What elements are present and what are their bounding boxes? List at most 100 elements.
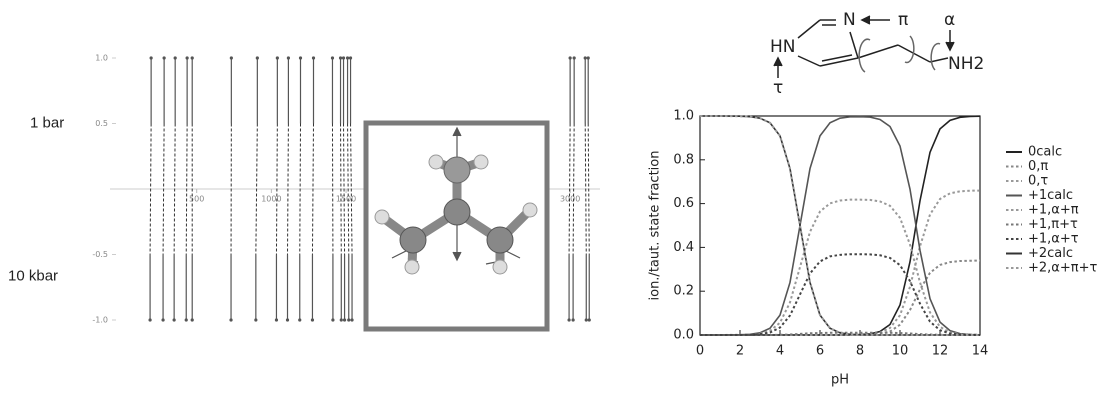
- stick-end: [573, 56, 576, 59]
- connector: [312, 124, 313, 255]
- series-line: [700, 116, 980, 335]
- connector: [186, 124, 187, 255]
- stick-end: [230, 56, 233, 59]
- x-tick-label: 0: [696, 344, 704, 359]
- x-tick-label: 3000: [560, 195, 580, 204]
- plot-frame: [700, 116, 980, 335]
- stick-end: [174, 56, 177, 59]
- x-tick-label: 14: [972, 344, 989, 359]
- stick-end: [161, 318, 164, 321]
- x-axis-label: pH: [831, 373, 849, 388]
- stick-end: [275, 318, 278, 321]
- connector: [276, 124, 277, 255]
- stick-end: [191, 318, 194, 321]
- stick-end: [254, 318, 257, 321]
- connector: [588, 124, 589, 255]
- y-axis-label: ion./taut. state fraction: [648, 151, 663, 301]
- stick-end: [346, 56, 349, 59]
- stick-end: [311, 318, 314, 321]
- stick-end: [150, 56, 153, 59]
- y-tick-label: 0.2: [673, 284, 694, 299]
- stick-end: [331, 56, 334, 59]
- figure: 1.00.5-0.5-1.05001000150030001 bar10 kba…: [0, 0, 1118, 392]
- connector: [348, 124, 349, 255]
- y-tick-label: 0.8: [673, 152, 694, 167]
- stick-end: [185, 318, 188, 321]
- stick-end: [572, 318, 575, 321]
- stick-end: [299, 56, 302, 59]
- series-line: [700, 254, 980, 335]
- series-label: 1 bar: [30, 114, 64, 131]
- structure-label: N: [843, 10, 856, 30]
- y-tick-label: -1.0: [92, 316, 108, 325]
- legend-label: 0,τ: [1028, 174, 1048, 189]
- series-line: [700, 191, 980, 335]
- y-tick-label: 0.5: [95, 119, 108, 128]
- stick-end: [191, 56, 194, 59]
- connector: [569, 124, 570, 255]
- stick-end: [287, 56, 290, 59]
- stick-end: [585, 318, 588, 321]
- stick-end: [587, 56, 590, 59]
- structure-label: NH2: [948, 54, 984, 74]
- connector: [585, 124, 586, 255]
- x-tick-label: 500: [189, 195, 204, 204]
- structure-label: π: [898, 10, 908, 30]
- y-tick-label: -0.5: [92, 250, 108, 259]
- series-line: [700, 116, 980, 335]
- connector: [163, 124, 164, 255]
- legend-label: 0calc: [1028, 145, 1062, 160]
- legend-label: 0,π: [1028, 159, 1048, 174]
- y-tick-label: 0.6: [673, 196, 694, 211]
- connector: [150, 124, 151, 255]
- structure-label: HN: [770, 37, 796, 57]
- stick-end: [286, 318, 289, 321]
- stick-end: [567, 318, 570, 321]
- legend-label: +1,α+π: [1028, 203, 1079, 218]
- stick-end: [276, 56, 279, 59]
- stick-end: [342, 56, 345, 59]
- stick-end: [256, 56, 259, 59]
- stick-end: [584, 56, 587, 59]
- x-tick-label: 6: [816, 344, 824, 359]
- stick-end: [331, 318, 334, 321]
- connector: [300, 124, 301, 255]
- stick-end: [173, 318, 176, 321]
- stick-end: [588, 318, 591, 321]
- stick-end: [350, 318, 353, 321]
- x-tick-label: 1000: [261, 195, 281, 204]
- stick-end: [312, 56, 315, 59]
- structure-bonds: [774, 16, 954, 78]
- connector: [344, 124, 345, 255]
- y-tick-label: 1.0: [673, 109, 694, 124]
- stick-end: [229, 318, 232, 321]
- y-tick-label: 0.4: [673, 240, 694, 255]
- molecule-inset: [366, 123, 547, 329]
- connector: [288, 124, 289, 255]
- stick-end: [339, 56, 342, 59]
- series-line: [700, 116, 980, 335]
- stick-end: [569, 56, 572, 59]
- x-tick-label: 12: [932, 344, 949, 359]
- stick-end: [148, 318, 151, 321]
- legend-label: +1,α+τ: [1028, 232, 1079, 247]
- stick-end: [186, 56, 189, 59]
- connector: [174, 124, 175, 255]
- x-tick-label: 2: [736, 344, 744, 359]
- x-tick-label: 8: [856, 344, 864, 359]
- stick-end: [298, 318, 301, 321]
- x-tick-label: 10: [892, 344, 909, 359]
- structure-label: τ: [773, 78, 783, 98]
- stick-end: [347, 318, 350, 321]
- series-line: [700, 117, 980, 335]
- stick-end: [340, 318, 343, 321]
- structure: N π α HN τ NH2: [770, 10, 984, 98]
- structure-label: α: [944, 10, 955, 30]
- x-tick-label: 4: [776, 344, 784, 359]
- legend-label: +1calc: [1028, 188, 1073, 203]
- line-chart: 0.0 0.2 0.4 0.6 0.8 1.0 0 2 4 6 8 10 12 14 pH ion./taut…: [648, 109, 1098, 388]
- legend-label: +1,π+τ: [1028, 217, 1078, 232]
- connector: [341, 124, 342, 255]
- stick-end: [163, 56, 166, 59]
- y-tick-label: 0.0: [673, 328, 694, 343]
